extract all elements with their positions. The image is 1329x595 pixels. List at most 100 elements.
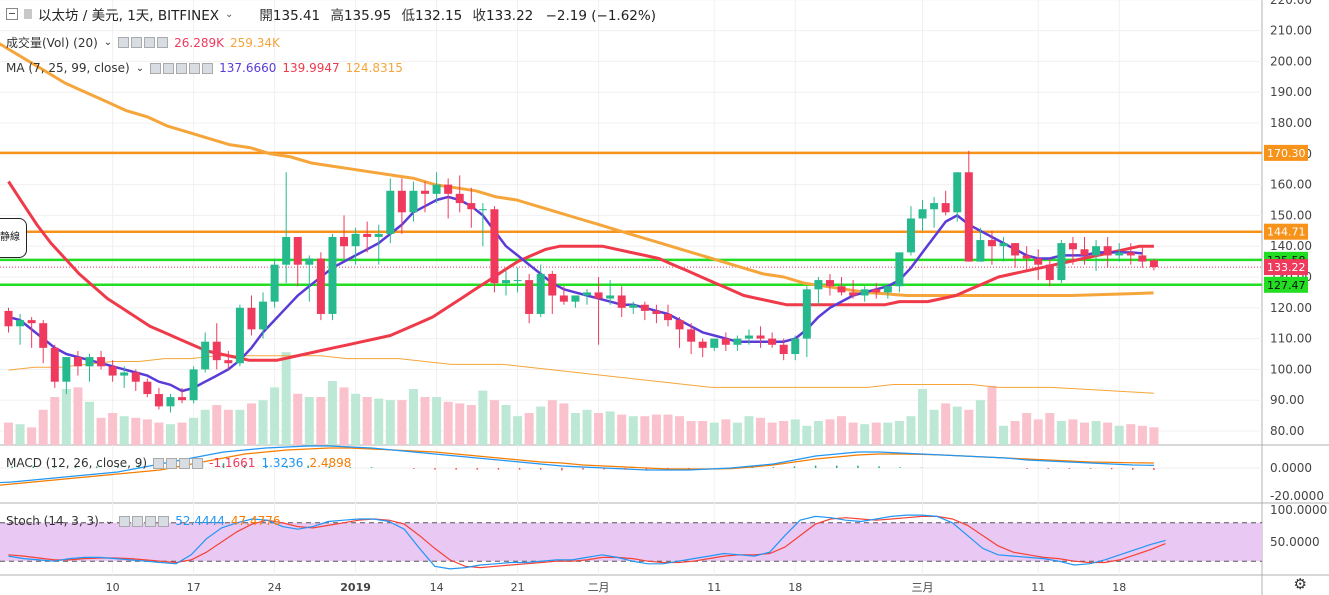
volume-bar xyxy=(756,417,766,445)
volume-bar xyxy=(698,421,708,445)
volume-bar xyxy=(1033,419,1043,445)
close-value: 133.22 xyxy=(486,8,534,24)
candle-body xyxy=(513,280,522,282)
volume-bar xyxy=(38,409,48,445)
chevron-down-icon[interactable]: ⌄ xyxy=(104,515,114,527)
gear-icon[interactable] xyxy=(132,515,144,527)
volume-bar xyxy=(837,416,847,445)
stoch-d-value: 47.4776 xyxy=(230,514,281,528)
braces-icon[interactable] xyxy=(176,62,188,74)
volume-bar xyxy=(351,393,361,445)
ma-study-name[interactable]: MA (7, 25, 99, close) xyxy=(6,61,130,75)
symbol-title[interactable]: 以太坊 / 美元, 1天, BITFINEX xyxy=(38,8,219,24)
volume-bar xyxy=(455,403,465,445)
candle-body xyxy=(895,252,904,287)
volume-study-name[interactable]: 成交量(Vol) (20) xyxy=(6,36,98,50)
volume-bar xyxy=(524,413,534,445)
volume-bar xyxy=(686,421,696,445)
macd-signal-value: 2.4898 xyxy=(309,456,352,470)
volume-bar xyxy=(1022,413,1032,445)
candle-body xyxy=(583,292,591,296)
close-icon[interactable] xyxy=(192,457,204,469)
plus-icon[interactable] xyxy=(145,515,157,527)
macd-study-name[interactable]: MACD (12, 26, close, 9) xyxy=(6,456,148,470)
stoch-study-name[interactable]: Stoch (14, 3, 3) xyxy=(6,514,99,528)
candle-body xyxy=(212,341,221,361)
volume-bar xyxy=(941,403,951,445)
volume-bar xyxy=(84,401,94,445)
stoch-band xyxy=(0,522,1262,562)
flag-icon[interactable] xyxy=(24,9,32,19)
candle-body xyxy=(467,203,476,210)
candle-body xyxy=(640,304,649,311)
drawing-label[interactable]: 静線 xyxy=(0,218,27,258)
volume-bar xyxy=(559,403,569,445)
candle-body xyxy=(386,190,395,234)
price-tick-label: 110.00 xyxy=(1270,332,1312,346)
volume-bar xyxy=(327,381,337,445)
plus-icon[interactable] xyxy=(189,62,201,74)
time-tick-label: 10 xyxy=(106,581,120,594)
volume-bar xyxy=(721,419,731,445)
close-icon[interactable] xyxy=(202,62,214,74)
candle-body xyxy=(143,381,152,395)
low-label: 低 xyxy=(401,8,415,24)
chevron-down-icon[interactable]: ⌄ xyxy=(135,62,145,74)
eye-icon[interactable] xyxy=(118,37,130,48)
candle-body xyxy=(97,357,106,367)
candle-body xyxy=(617,295,626,308)
candle-body xyxy=(802,289,811,339)
gear-icon[interactable] xyxy=(166,457,178,469)
volume-bar xyxy=(420,397,430,445)
eye-icon[interactable] xyxy=(153,457,165,469)
plus-icon[interactable] xyxy=(179,457,191,469)
collapse-icon[interactable] xyxy=(6,8,18,20)
gear-icon[interactable] xyxy=(163,62,175,74)
volume-bar xyxy=(952,406,962,445)
chevron-down-icon[interactable]: ⌄ xyxy=(103,37,113,48)
volume-bar xyxy=(1045,413,1055,445)
candle-body xyxy=(178,397,187,401)
volume-bar xyxy=(466,405,476,445)
level-tag-label: 170.30 xyxy=(1267,147,1306,160)
eye-icon[interactable] xyxy=(119,515,131,527)
volume-bar xyxy=(50,397,60,445)
volume-bar xyxy=(1114,425,1124,445)
time-tick-label: 11 xyxy=(1031,581,1045,594)
candle-body xyxy=(224,360,233,364)
candle-body xyxy=(374,233,383,237)
candle-body xyxy=(50,347,59,382)
volume-bar xyxy=(397,400,407,445)
time-tick-label: 18 xyxy=(1112,581,1126,594)
close-icon[interactable] xyxy=(158,515,170,527)
volume-bar xyxy=(212,405,222,445)
candle-body xyxy=(1045,264,1054,281)
candle-body xyxy=(16,320,25,327)
candle-body xyxy=(883,286,892,293)
plus-icon[interactable] xyxy=(144,37,156,48)
volume-bar xyxy=(131,417,141,445)
candle-body xyxy=(779,344,788,354)
open-value: 135.41 xyxy=(272,8,321,24)
eye-icon[interactable] xyxy=(150,62,162,74)
price-tick-label: 200.00 xyxy=(1270,54,1312,68)
volume-bar xyxy=(651,414,661,445)
volume-bar xyxy=(732,422,742,445)
volume-bar xyxy=(570,413,580,445)
gear-icon[interactable] xyxy=(131,37,143,48)
settings-gear-icon[interactable]: ⚙ xyxy=(1293,575,1307,593)
price-tick-label: 220.00 xyxy=(1270,0,1312,7)
candle-body xyxy=(1068,243,1077,250)
candle-body xyxy=(108,366,117,376)
price-tick-label: 150.00 xyxy=(1270,208,1312,222)
time-tick-label: 21 xyxy=(511,581,525,594)
candle-body xyxy=(316,258,325,314)
close-icon[interactable] xyxy=(157,37,169,48)
ma-legend: MA (7, 25, 99, close) ⌄ 137.6660 139.994… xyxy=(6,61,403,75)
chevron-down-icon[interactable]: ⌄ xyxy=(225,8,234,20)
last-price-tag xyxy=(1264,259,1308,276)
level-tag xyxy=(1264,223,1308,240)
candle-body xyxy=(293,236,302,265)
candle-body xyxy=(814,280,823,290)
